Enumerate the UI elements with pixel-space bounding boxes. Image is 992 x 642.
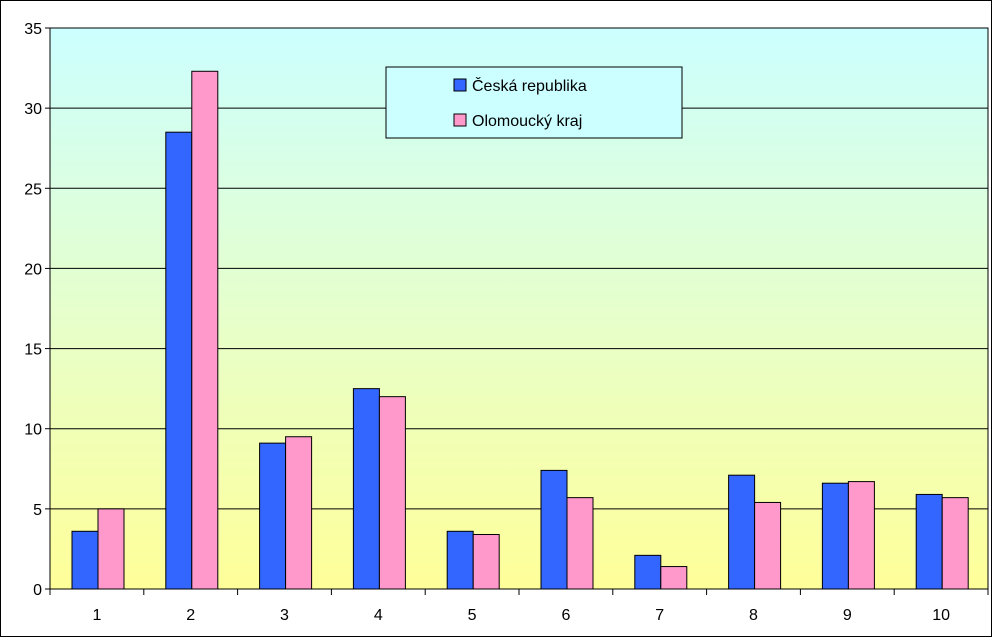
x-tick-label: 5 xyxy=(468,607,477,624)
legend-swatch-2 xyxy=(453,113,467,127)
legend-label-2: Olomoucký kraj xyxy=(472,113,582,130)
bar-series-2-cat-5 xyxy=(472,534,500,590)
y-tick-label: 20 xyxy=(24,261,42,278)
bar-series-1-cat-6 xyxy=(540,469,568,590)
y-tick-label: 30 xyxy=(24,101,42,118)
bar-series-2-cat-8 xyxy=(754,501,782,590)
bar-series-1-cat-10 xyxy=(915,493,943,590)
bar-series-1-cat-4 xyxy=(352,388,380,590)
y-tick-label: 5 xyxy=(33,502,42,519)
bar-series-1-cat-5 xyxy=(446,530,474,590)
y-tick-label: 35 xyxy=(24,21,42,38)
bar-series-1-cat-8 xyxy=(728,474,756,590)
x-tick-label: 3 xyxy=(280,607,289,624)
bar-series-2-cat-2 xyxy=(191,70,219,590)
bar-series-1-cat-9 xyxy=(821,482,849,590)
bar-series-1-cat-1 xyxy=(71,530,99,590)
bar-series-2-cat-7 xyxy=(660,566,688,590)
x-tick-label: 10 xyxy=(932,607,950,624)
x-tick-label: 9 xyxy=(843,607,852,624)
bar-series-1-cat-3 xyxy=(259,442,287,590)
x-tick-label: 8 xyxy=(749,607,758,624)
bar-series-1-cat-7 xyxy=(634,554,662,590)
y-tick-label: 25 xyxy=(24,181,42,198)
x-tick-label: 2 xyxy=(186,607,195,624)
tick-labels: 0 5 10 15 20 25 30 35 1 2 3 4 5 6 7 8 9 10 xyxy=(24,21,950,624)
bar-series-2-cat-9 xyxy=(847,481,875,590)
x-tick-label: 7 xyxy=(655,607,664,624)
legend-swatch-1 xyxy=(453,78,467,92)
x-tick-label: 1 xyxy=(92,607,101,624)
y-tick-label: 10 xyxy=(24,422,42,439)
bar-series-2-cat-4 xyxy=(378,396,406,590)
bar-series-2-cat-1 xyxy=(97,508,125,590)
bar-series-2-cat-6 xyxy=(566,497,594,590)
x-tick-label: 4 xyxy=(374,607,383,624)
y-tick-label: 0 xyxy=(33,582,42,599)
y-tick-label: 15 xyxy=(24,342,42,359)
bar-series-2-cat-10 xyxy=(941,497,969,590)
bar-series-1-cat-2 xyxy=(165,131,193,590)
legend-box xyxy=(385,66,683,139)
plot-border xyxy=(49,27,989,590)
legend-label-1: Česká republika xyxy=(472,76,587,95)
bar-series-2-cat-3 xyxy=(285,436,313,590)
legend: Česká republika Olomoucký kraj xyxy=(385,66,683,139)
x-tick-label: 6 xyxy=(561,607,570,624)
